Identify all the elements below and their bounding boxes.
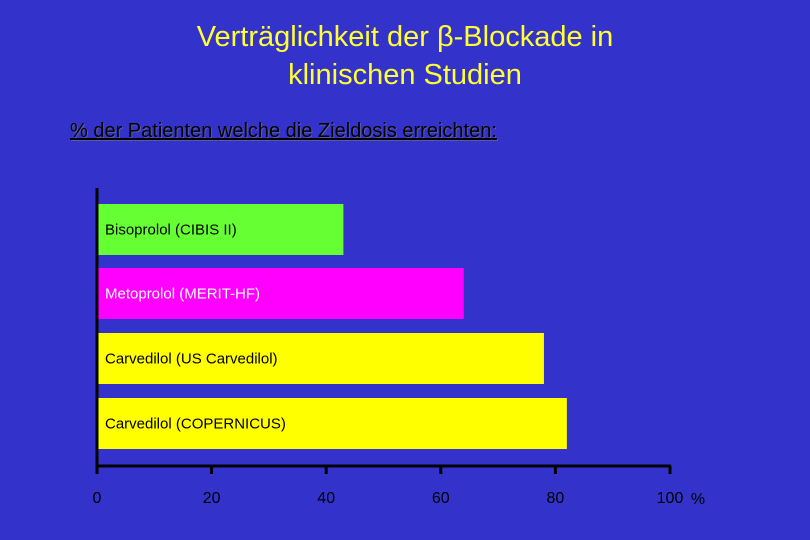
x-unit-label: % [691, 491, 705, 508]
x-tick-label-0: 0 [93, 490, 102, 507]
bar-label-2: Metoprolol (MERIT-HF) [105, 286, 260, 303]
bar-3 [97, 333, 544, 384]
x-tick-label-40: 40 [317, 490, 335, 507]
x-tick-label-60: 60 [432, 490, 450, 507]
bar-label-3: Carvedilol (US Carvedilol) [105, 351, 278, 368]
axes-group: 0 20 40 60 80 100% [93, 188, 705, 508]
x-tick-label-80: 80 [547, 490, 565, 507]
bar-4 [97, 398, 567, 449]
bars-group: Bisoprolol (CIBIS II) Metoprolol (MERIT-H… [97, 204, 567, 449]
x-tick-label-20: 20 [203, 490, 221, 507]
title-line-2: klinischen Studien [288, 59, 522, 91]
bar-1 [97, 204, 344, 255]
chart-subtitle: % der Patienten welche die Zieldosis err… [70, 120, 497, 142]
bar-label-4: Carvedilol (COPERNICUS) [105, 416, 286, 433]
bar-2 [97, 268, 464, 319]
title-line-1: Verträglichkeit der β-Blockade in [196, 21, 614, 53]
slide-title: Verträglichkeit der β-Blockade in klinis… [0, 18, 810, 94]
x-tick-label-100: 100 [657, 490, 684, 507]
bar-label-1: Bisoprolol (CIBIS II) [105, 222, 237, 239]
